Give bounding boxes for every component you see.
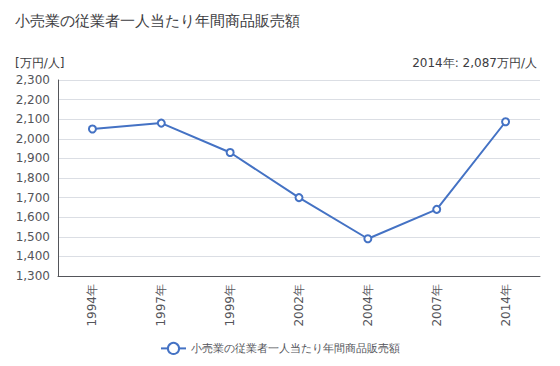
svg-text:2014年: 2,087万円/人: 2014年: 2,087万円/人 bbox=[412, 56, 537, 70]
svg-text:2004年: 2004年 bbox=[361, 284, 375, 327]
svg-text:2,100: 2,100 bbox=[16, 112, 50, 126]
svg-text:小売業の従業者一人当たり年間商品販売額: 小売業の従業者一人当たり年間商品販売額 bbox=[191, 342, 400, 355]
svg-text:1,500: 1,500 bbox=[16, 230, 50, 244]
svg-text:2014年: 2014年 bbox=[499, 284, 513, 327]
svg-text:2002年: 2002年 bbox=[292, 284, 306, 327]
svg-text:1,600: 1,600 bbox=[16, 210, 50, 224]
svg-text:1997年: 1997年 bbox=[154, 284, 168, 327]
svg-text:1,300: 1,300 bbox=[16, 269, 50, 283]
svg-text:1,700: 1,700 bbox=[16, 191, 50, 205]
svg-text:1994年: 1994年 bbox=[85, 284, 99, 327]
svg-text:2,300: 2,300 bbox=[16, 73, 50, 87]
svg-text:[万円/人]: [万円/人] bbox=[15, 56, 64, 70]
svg-text:2007年: 2007年 bbox=[430, 284, 444, 327]
svg-text:1,900: 1,900 bbox=[16, 151, 50, 165]
svg-text:2,000: 2,000 bbox=[16, 132, 50, 146]
svg-text:1,400: 1,400 bbox=[16, 249, 50, 263]
svg-text:小売業の従業者一人当たり年間商品販売額: 小売業の従業者一人当たり年間商品販売額 bbox=[15, 12, 300, 30]
svg-text:1999年: 1999年 bbox=[223, 284, 237, 327]
svg-text:1,800: 1,800 bbox=[16, 171, 50, 185]
svg-text:2,200: 2,200 bbox=[16, 93, 50, 107]
